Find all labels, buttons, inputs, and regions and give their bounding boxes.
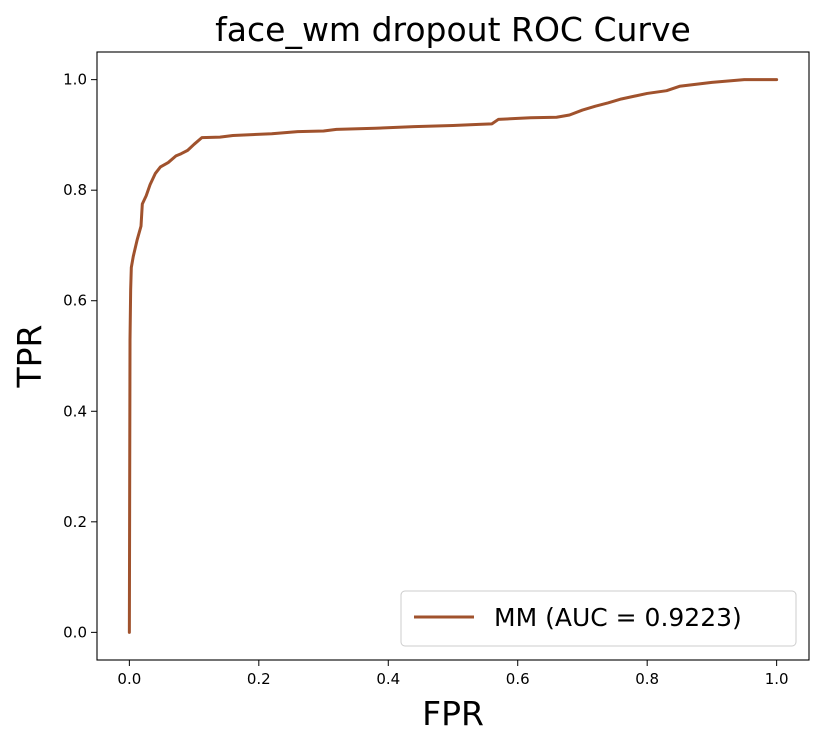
y-axis-ticks: 0.0 0.2 0.4 0.6 0.8 1.0 <box>63 71 97 641</box>
x-tick-label: 0.0 <box>117 670 141 688</box>
x-tick-label: 0.8 <box>635 670 659 688</box>
y-tick-label: 0.2 <box>63 513 87 531</box>
x-tick-label: 1.0 <box>765 670 789 688</box>
x-tick-label: 0.2 <box>247 670 271 688</box>
y-tick-label: 0.6 <box>63 292 87 310</box>
y-tick-label: 0.0 <box>63 623 87 641</box>
x-tick-label: 0.6 <box>506 670 530 688</box>
x-axis-ticks: 0.0 0.2 0.4 0.6 0.8 1.0 <box>117 660 789 688</box>
chart-title: face_wm dropout ROC Curve <box>215 10 691 49</box>
x-axis-label: FPR <box>422 694 484 733</box>
plot-frame <box>96 51 810 661</box>
y-axis-label: TPR <box>10 325 49 389</box>
roc-curve-line <box>127 78 779 634</box>
y-tick-label: 0.8 <box>63 181 87 199</box>
y-tick-label: 1.0 <box>63 71 87 89</box>
legend: MM (AUC = 0.9223) <box>400 590 797 647</box>
x-tick-label: 0.4 <box>376 670 400 688</box>
legend-label: MM (AUC = 0.9223) <box>494 603 742 632</box>
legend-box <box>400 590 797 647</box>
y-tick-label: 0.4 <box>63 402 87 420</box>
